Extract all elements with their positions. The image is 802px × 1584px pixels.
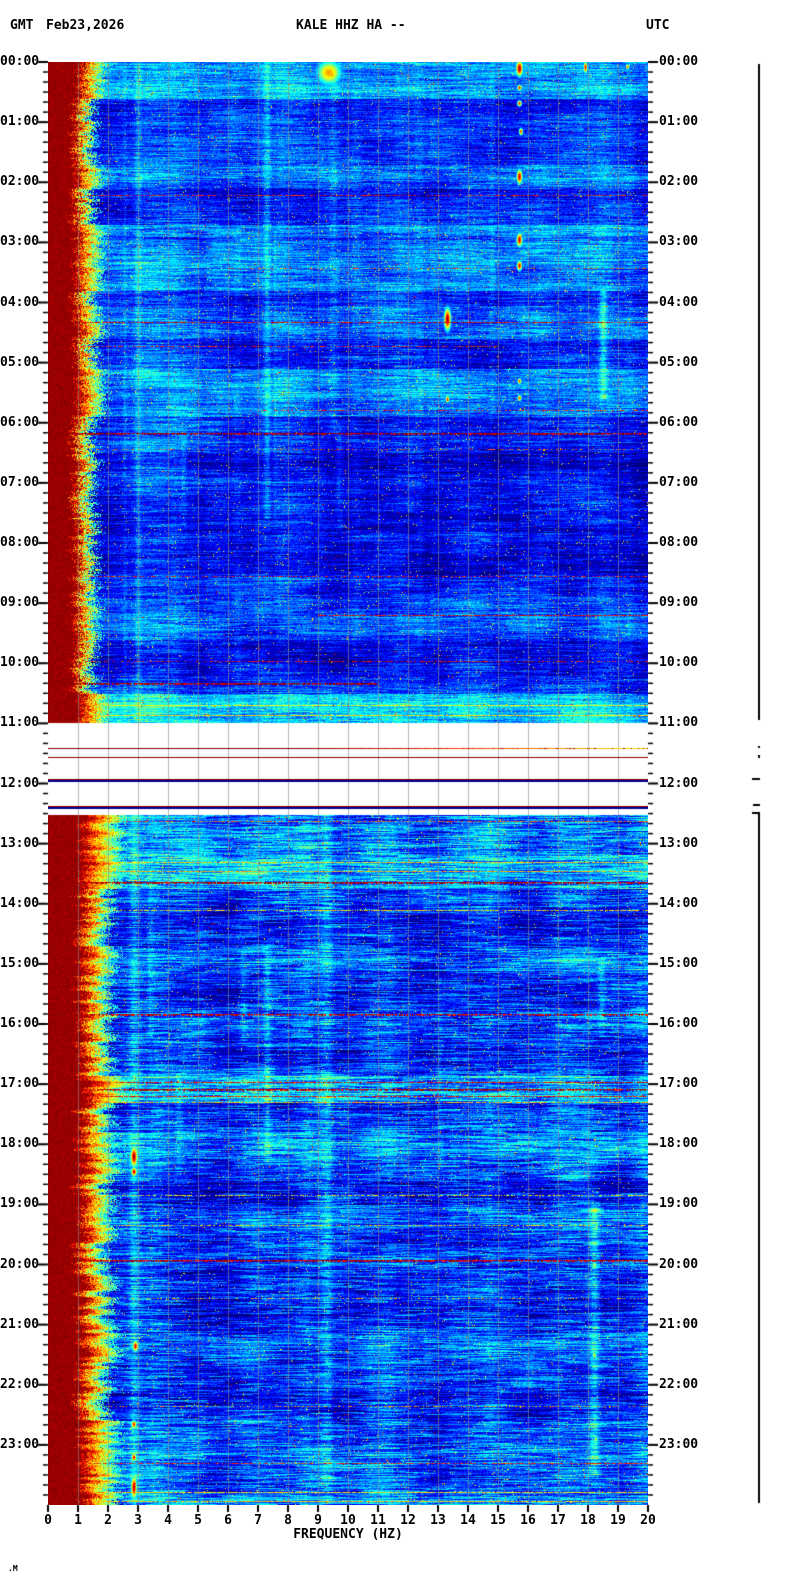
right-time-label-0600: 06:00 <box>659 414 699 430</box>
left-time-label-0300: 03:00 <box>0 234 40 250</box>
freq-tick-label-4: 4 <box>164 1513 172 1528</box>
left-time-label-1600: 16:00 <box>0 1016 40 1031</box>
left-time-label-0500: 05:00 <box>0 354 40 370</box>
freq-tick-label-12: 12 <box>400 1513 416 1528</box>
left-time-label-1000: 10:00 <box>0 655 40 671</box>
left-time-label-0000: 00:00 <box>0 54 40 69</box>
right-time-label-2300: 23:00 <box>659 1436 699 1452</box>
left-time-label-0400: 04:00 <box>0 294 40 310</box>
right-time-label-0000: 00:00 <box>659 54 699 69</box>
right-time-label-1300: 13:00 <box>659 835 699 851</box>
right-time-label-1700: 17:00 <box>659 1076 699 1092</box>
left-time-label-2300: 23:00 <box>0 1436 40 1452</box>
left-time-label-1900: 19:00 <box>0 1196 40 1212</box>
left-time-label-0800: 08:00 <box>0 535 40 550</box>
left-time-label-2200: 22:00 <box>0 1376 40 1392</box>
freq-tick-label-2: 2 <box>104 1513 112 1528</box>
frequency-axis-title: FREQUENCY (HZ) <box>293 1527 403 1542</box>
left-time-label-0200: 02:00 <box>0 174 40 190</box>
freq-tick-label-5: 5 <box>194 1513 202 1528</box>
right-time-label-0900: 09:00 <box>659 595 699 611</box>
left-time-label-1100: 11:00 <box>0 715 40 731</box>
freq-tick-label-17: 17 <box>550 1513 566 1528</box>
left-time-label-1200: 12:00 <box>0 775 40 791</box>
left-time-label-0600: 06:00 <box>0 414 40 430</box>
freq-tick-label-19: 19 <box>610 1513 626 1528</box>
right-time-label-2000: 20:00 <box>659 1256 699 1272</box>
right-time-label-2200: 22:00 <box>659 1376 699 1392</box>
right-time-label-0200: 02:00 <box>659 174 699 190</box>
right-time-label-1200: 12:00 <box>659 775 699 791</box>
right-time-label-0800: 08:00 <box>659 535 699 550</box>
right-time-label-0100: 01:00 <box>659 114 699 130</box>
freq-tick-label-0: 0 <box>44 1513 52 1528</box>
left-time-label-1300: 13:00 <box>0 835 40 851</box>
right-time-label-1100: 11:00 <box>659 715 699 731</box>
freq-tick-label-8: 8 <box>284 1513 292 1528</box>
left-time-label-1800: 18:00 <box>0 1136 40 1152</box>
left-time-label-2000: 20:00 <box>0 1256 40 1272</box>
freq-tick-label-18: 18 <box>580 1513 596 1528</box>
right-time-label-0300: 03:00 <box>659 234 699 250</box>
left-time-label-0900: 09:00 <box>0 595 40 611</box>
freq-tick-label-6: 6 <box>224 1513 232 1528</box>
left-time-label-0700: 07:00 <box>0 474 40 490</box>
freq-tick-label-3: 3 <box>134 1513 142 1528</box>
corner-artifact-text: .M <box>8 1564 18 1573</box>
left-time-label-0100: 01:00 <box>0 114 40 130</box>
freq-tick-label-10: 10 <box>340 1513 356 1528</box>
freq-tick-label-14: 14 <box>460 1513 476 1528</box>
freq-tick-label-13: 13 <box>430 1513 446 1528</box>
freq-tick-label-11: 11 <box>370 1513 386 1528</box>
freq-tick-label-1: 1 <box>74 1513 82 1528</box>
right-time-label-1800: 18:00 <box>659 1136 699 1152</box>
right-time-label-1500: 15:00 <box>659 955 699 971</box>
right-time-label-2100: 21:00 <box>659 1316 699 1332</box>
left-time-label-2100: 21:00 <box>0 1316 40 1332</box>
freq-tick-label-15: 15 <box>490 1513 506 1528</box>
freq-tick-label-9: 9 <box>314 1513 322 1528</box>
right-time-label-1600: 16:00 <box>659 1016 699 1031</box>
right-time-label-1400: 14:00 <box>659 895 699 911</box>
right-time-label-0400: 04:00 <box>659 294 699 310</box>
left-time-label-1400: 14:00 <box>0 895 40 911</box>
freq-tick-label-20: 20 <box>640 1513 656 1528</box>
freq-tick-label-7: 7 <box>254 1513 262 1528</box>
left-time-label-1700: 17:00 <box>0 1076 40 1092</box>
right-time-label-1900: 19:00 <box>659 1196 699 1212</box>
right-time-label-0500: 05:00 <box>659 354 699 370</box>
freq-tick-label-16: 16 <box>520 1513 536 1528</box>
left-time-label-1500: 15:00 <box>0 955 40 971</box>
right-time-label-1000: 10:00 <box>659 655 699 671</box>
right-time-label-0700: 07:00 <box>659 474 699 490</box>
